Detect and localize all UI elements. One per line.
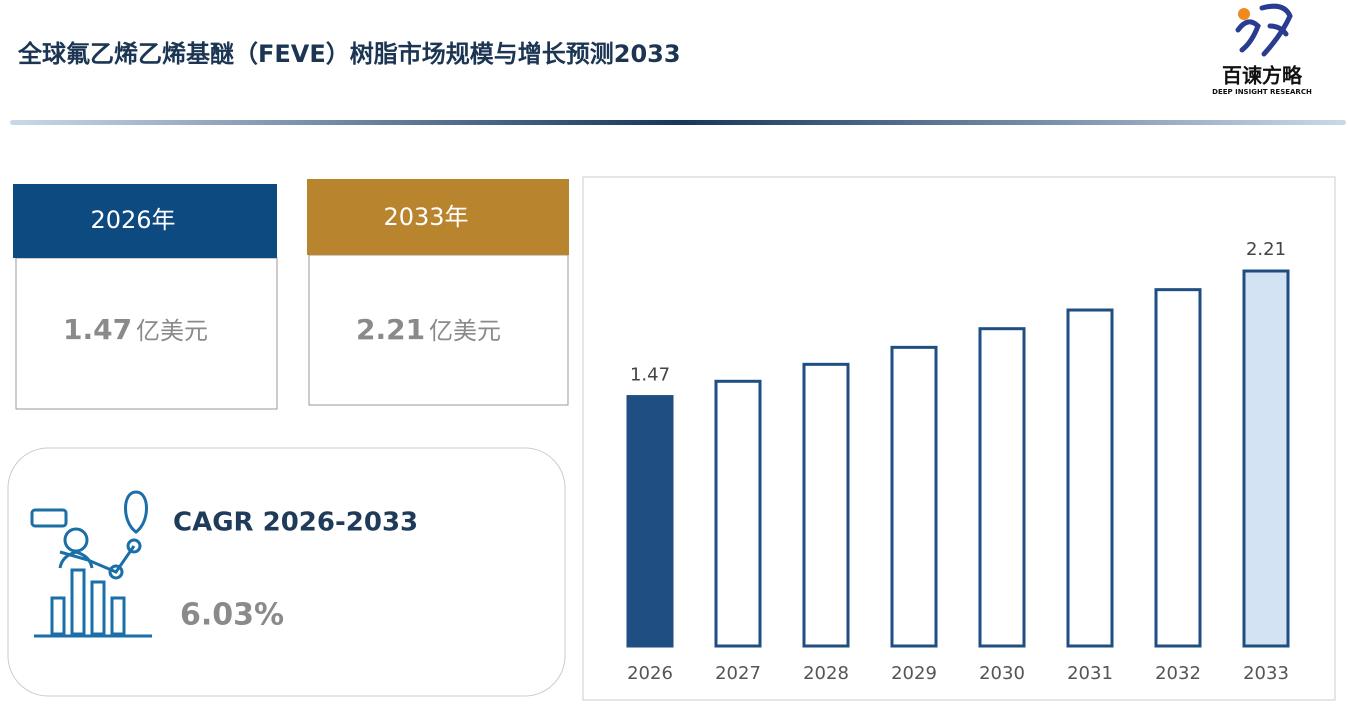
bar [890, 345, 938, 648]
logo-dot [1238, 8, 1250, 20]
x-tick-label: 2030 [979, 663, 1025, 684]
bar [802, 362, 850, 648]
card-value: 2.21 [356, 313, 425, 346]
x-tick-label: 2031 [1067, 663, 1113, 684]
cagr-value: 6.03% [180, 598, 284, 633]
card-body [308, 254, 569, 406]
chart-frame [582, 176, 1336, 701]
x-tick-label: 2028 [803, 663, 849, 684]
card-header [307, 179, 569, 255]
bar [1242, 269, 1290, 648]
logo-mark [1235, 3, 1293, 57]
cagr-box [7, 447, 566, 697]
x-tick-label: 2033 [1243, 663, 1289, 684]
bar [978, 327, 1026, 648]
card-label: 2026年 [90, 206, 175, 234]
value-label: 1.47 [630, 365, 670, 386]
card-header [13, 184, 277, 258]
logo-tagline: DEEP INSIGHT RESEARCH [1212, 88, 1312, 96]
card-unit: 亿美元 [136, 317, 208, 345]
logo: 百谏方略 DEEP INSIGHT RESEARCH [1212, 3, 1312, 96]
bar [1154, 288, 1202, 648]
x-tick-label: 2026 [627, 663, 673, 684]
divider [10, 120, 1346, 125]
page-title: 全球氟乙烯乙烯基醚（FEVE）树脂市场规模与增长预测2033 [17, 40, 681, 68]
card-unit: 亿美元 [429, 317, 501, 345]
bar [714, 379, 762, 648]
x-tick-label: 2032 [1155, 663, 1201, 684]
card-label: 2033年 [383, 203, 468, 231]
logo-name: 百谏方略 [1222, 64, 1303, 88]
chart: 2026 1.47 2027 2028 2029 2030 2031 2032 2033 2.21 [626, 239, 1290, 684]
bar [626, 395, 674, 648]
cagr-icon [30, 490, 152, 638]
x-tick-label: 2029 [891, 663, 937, 684]
card-body [15, 257, 278, 410]
x-tick-label: 2027 [715, 663, 761, 684]
card-value: 1.47 [63, 313, 132, 346]
value-label: 2.21 [1246, 239, 1286, 260]
cagr-label: CAGR 2026-2033 [173, 508, 418, 538]
bar [1066, 308, 1114, 648]
